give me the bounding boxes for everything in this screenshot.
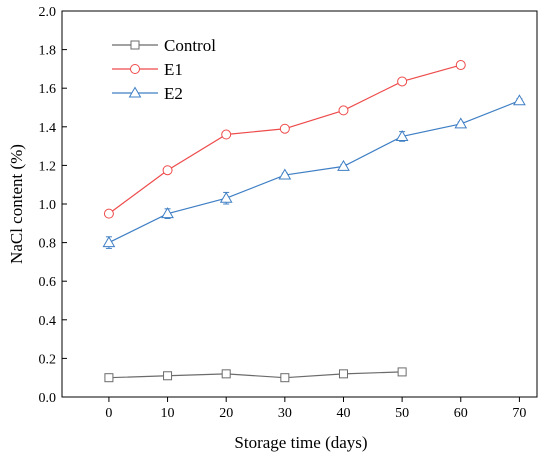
data-point (280, 373, 290, 383)
x-tick-label: 10 (161, 406, 175, 421)
data-point (454, 117, 468, 129)
y-tick-label: 1.6 (39, 82, 57, 97)
data-point (221, 129, 232, 140)
data-point (102, 236, 116, 248)
series-control (104, 367, 407, 383)
data-point (162, 165, 173, 176)
legend-marker (130, 64, 140, 74)
series-e2 (102, 94, 526, 249)
data-point (395, 129, 409, 141)
legend: Control E1 E2 (112, 36, 216, 103)
x-axis-label: Storage time (days) (234, 433, 367, 452)
data-point (397, 367, 407, 377)
data-point (338, 105, 349, 116)
y-tick-label: 1.2 (39, 159, 57, 174)
data-point (278, 168, 292, 180)
legend-marker (128, 86, 142, 98)
data-point (338, 369, 348, 379)
data-point (513, 94, 526, 106)
x-tick-label: 0 (105, 406, 112, 421)
x-tick-label: 40 (336, 406, 350, 421)
axes: 0.0 0.2 0.4 0.6 0.8 1.0 1.2 1.4 1.6 1.8 2.0 0 10 20 30… (39, 5, 538, 421)
data-point (221, 369, 231, 379)
y-tick-label: 0.2 (39, 352, 57, 367)
legend-item-e2: E2 (112, 84, 183, 103)
data-point (219, 191, 233, 203)
x-tick-label: 50 (395, 406, 409, 421)
x-tick-label: 20 (219, 406, 233, 421)
series-e1 (103, 60, 466, 219)
y-tick-label: 0.8 (39, 237, 57, 252)
y-tick-label: 0.0 (39, 391, 57, 406)
data-point (455, 60, 466, 71)
legend-item-control: Control (112, 36, 216, 55)
y-tick-label: 1.8 (39, 44, 57, 59)
legend-marker (130, 40, 140, 50)
y-tick-label: 0.6 (39, 275, 57, 290)
series-line-control (108, 371, 403, 379)
x-tick-label: 70 (512, 406, 526, 421)
data-point (163, 371, 173, 381)
data-point (397, 76, 408, 87)
series-line-e1 (108, 64, 461, 215)
data-point (279, 123, 290, 134)
data-point (161, 207, 174, 219)
data-point (337, 159, 350, 171)
series-layer (102, 60, 526, 383)
y-tick-label: 2.0 (39, 5, 57, 20)
data-point (103, 208, 114, 219)
y-tick-label: 1.4 (39, 121, 57, 136)
legend-label: E2 (164, 84, 183, 103)
legend-label: E1 (164, 60, 183, 79)
y-tick-label: 0.4 (39, 314, 57, 329)
series-line-e2 (108, 100, 520, 244)
legend-item-e1: E1 (112, 60, 183, 79)
data-point (104, 373, 114, 383)
x-tick-label: 30 (278, 406, 292, 421)
x-tick-label: 60 (454, 406, 468, 421)
y-axis-label: NaCl content (%) (7, 144, 26, 264)
y-tick-label: 1.0 (39, 198, 57, 213)
legend-label: Control (164, 36, 216, 55)
